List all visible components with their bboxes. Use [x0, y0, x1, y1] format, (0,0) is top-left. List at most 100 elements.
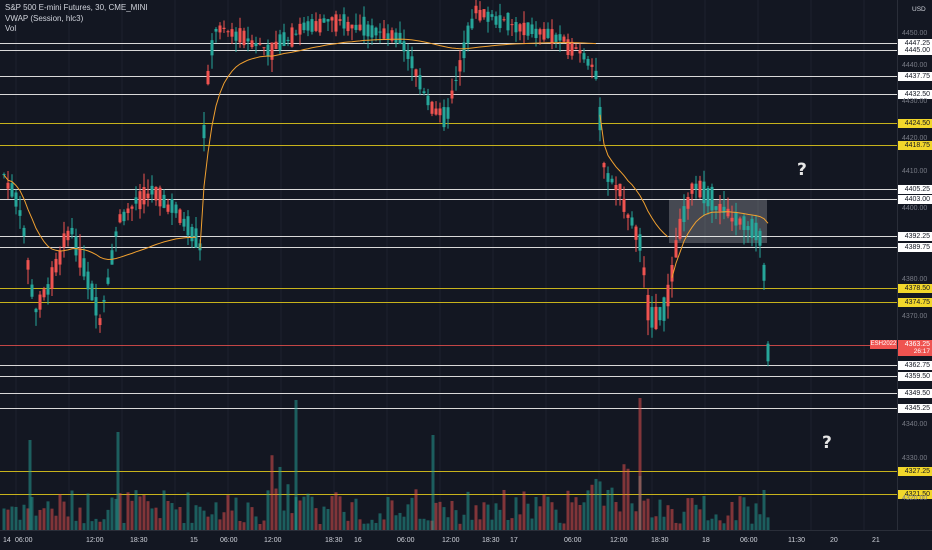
candle-body [766, 343, 770, 362]
candle-body [746, 226, 750, 231]
candle-body [618, 183, 622, 197]
volume-bar [386, 497, 390, 530]
candle-body [758, 230, 762, 246]
time-tick-label: 18:30 [325, 537, 343, 544]
volume-bar [102, 519, 106, 530]
candle-body [290, 27, 294, 47]
volume-bar [6, 509, 10, 530]
candle-body [550, 29, 554, 45]
candle-body [486, 11, 490, 22]
vwap-indicator-label[interactable]: VWAP (Session, hlc3) [5, 13, 84, 23]
volume-bar [766, 517, 770, 530]
volume-bar [62, 501, 66, 530]
candle-body [174, 204, 178, 214]
volume-bar [530, 518, 534, 530]
volume-bar [410, 497, 414, 530]
volume-bar [586, 490, 590, 530]
volume-bar [202, 510, 206, 530]
candle-body [634, 226, 638, 240]
volume-bar [174, 509, 178, 530]
volume-bar [706, 520, 710, 530]
candle-body [402, 41, 406, 52]
volume-bar [346, 520, 350, 530]
volume-bar [566, 490, 570, 530]
candle-body [38, 294, 42, 310]
volume-bar [214, 502, 218, 530]
level-price-label: 4362.75 [898, 361, 932, 370]
candle-body [242, 30, 246, 46]
symbol-title[interactable]: S&P 500 E-mini Futures, 30, CME_MINI [5, 3, 148, 12]
volume-bar [614, 502, 618, 530]
volume-bar [686, 498, 690, 530]
level-price-label: 4447.25 [898, 39, 932, 48]
candle-body [54, 258, 58, 273]
candle-body [458, 60, 462, 72]
price-tick-label: 4400.00 [902, 205, 928, 212]
volume-bar [70, 490, 74, 530]
volume-bar [418, 518, 422, 530]
volume-bar [182, 523, 186, 530]
volume-indicator-label[interactable]: Vol [5, 24, 17, 33]
currency-label[interactable]: USD [912, 6, 926, 13]
volume-bar [118, 493, 122, 530]
volume-bar [658, 499, 662, 530]
volume-bar [578, 504, 582, 530]
candle-body [598, 106, 602, 131]
volume-bar [446, 517, 450, 530]
candle-body [66, 230, 70, 241]
volume-bar [282, 510, 286, 530]
time-tick-label: 06:00 [397, 537, 415, 544]
volume-bar [486, 504, 490, 530]
volume-bar [294, 400, 298, 530]
volume-bar [342, 511, 346, 530]
volume-bar [442, 507, 446, 530]
volume-bar [74, 520, 78, 530]
volume-bar [22, 504, 26, 530]
candle-body [206, 70, 210, 85]
candle-body [494, 16, 498, 25]
time-tick-label: 15 [190, 537, 198, 544]
candle-body [690, 183, 694, 194]
candle-body [406, 50, 410, 59]
volume-bar [290, 513, 294, 530]
candle-body [14, 192, 18, 207]
volume-bar [626, 468, 630, 530]
price-tick-label: 4330.00 [902, 455, 928, 462]
candle-body [538, 29, 542, 35]
volume-bar [406, 504, 410, 530]
candle-body [646, 294, 650, 321]
volume-bar [450, 500, 454, 530]
time-tick-label: 16 [354, 537, 362, 544]
candle-body [10, 183, 14, 197]
candle-body [726, 208, 730, 217]
volume-bar [710, 518, 714, 530]
time-tick-label: 18:30 [130, 537, 148, 544]
candle-body [738, 218, 742, 225]
candle-body [178, 209, 182, 223]
level-price-label: 4437.75 [898, 72, 932, 81]
volume-bar [466, 491, 470, 530]
level-price-label: 4378.50 [898, 284, 932, 293]
volume-bar [730, 501, 734, 530]
volume-bar [322, 506, 326, 530]
volume-bar [514, 497, 518, 530]
volume-bar [474, 505, 478, 530]
volume-bar [10, 506, 14, 530]
volume-bar [366, 523, 370, 530]
volume-bar [206, 516, 210, 530]
candle-body [626, 214, 630, 218]
candle-body [30, 284, 34, 297]
candle-body [630, 217, 634, 226]
volume-bar [738, 496, 742, 530]
candle-body [154, 186, 158, 201]
volume-bar [126, 492, 130, 530]
volume-bar [562, 523, 566, 530]
price-tick-label: 4440.00 [902, 62, 928, 69]
volume-bar [254, 516, 258, 530]
volume-bar [14, 506, 18, 530]
candle-body [190, 226, 194, 242]
candle-body [334, 14, 338, 32]
candle-body [498, 15, 502, 29]
candle-body [582, 53, 586, 60]
